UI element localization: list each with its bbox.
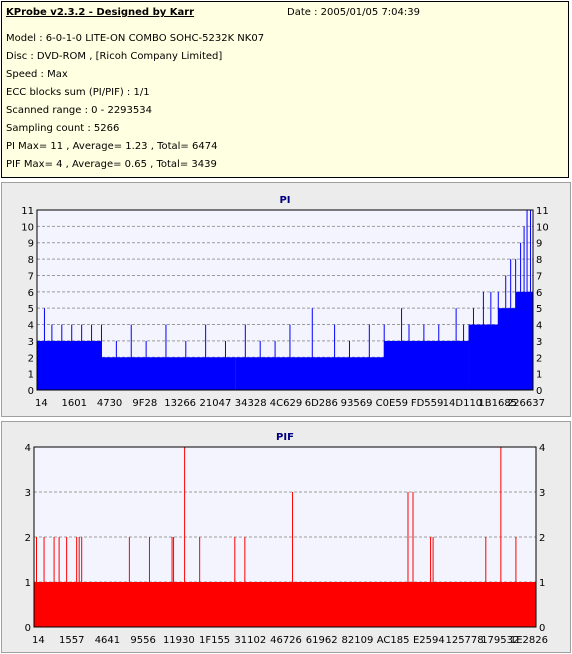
pi-ytick-left-3: 3 bbox=[28, 337, 34, 348]
pi-xtick-11: FD559 bbox=[411, 398, 444, 409]
pi-baseline-bar-0 bbox=[37, 340, 102, 390]
pif-xtick-10: AC185 bbox=[377, 635, 410, 646]
pif-chart-panel: PIF 0 0 1 1 2 2 3 3 4 4 14 1557 4641 9556 11930 1F155 311… bbox=[1, 421, 571, 653]
pif-xtick-7: 46726 bbox=[270, 635, 302, 646]
pif-baseline-bar-0 bbox=[34, 582, 536, 627]
pi-ytick-right-9: 9 bbox=[536, 239, 542, 250]
pif-ytick-left-3: 3 bbox=[25, 488, 31, 499]
scan-date: Date : 2005/01/05 7:04:39 bbox=[287, 7, 420, 18]
pi-ytick-left-2: 2 bbox=[28, 353, 34, 364]
pi-ytick-right-0: 0 bbox=[536, 386, 542, 397]
pi-ytick-left-10: 10 bbox=[21, 222, 34, 233]
pi-ytick-left-4: 4 bbox=[28, 321, 34, 332]
pi-ytick-left-0: 0 bbox=[28, 386, 34, 397]
pi-ytick-right-8: 8 bbox=[536, 255, 542, 266]
pi-xtick-14: 226637 bbox=[507, 398, 545, 409]
pif-ytick-left-4: 4 bbox=[25, 443, 31, 454]
pif-chart-title: PIF bbox=[276, 432, 294, 443]
pi-ytick-right-1: 1 bbox=[536, 370, 542, 381]
pif-xtick-4: 11930 bbox=[163, 635, 195, 646]
pi-ytick-right-10: 10 bbox=[536, 222, 549, 233]
info-disc: Disc : DVD-ROM , [Ricoh Company Limited] bbox=[6, 51, 223, 62]
pi-chart-panel: PI 0 0 1 1 2 2 3 3 4 4 5 5 6 6 7 7 8 8 9 9 10 10 11 11 14 1601 4730… bbox=[1, 182, 571, 417]
pi-xtick-7: 4C629 bbox=[270, 398, 302, 409]
info-ecc-blocks: ECC blocks sum (PI/PIF) : 1/1 bbox=[6, 87, 150, 98]
pif-xtick-0: 14 bbox=[32, 635, 45, 646]
pi-xtick-3: 9F28 bbox=[132, 398, 157, 409]
pi-xtick-4: 13266 bbox=[164, 398, 196, 409]
pi-ytick-right-7: 7 bbox=[536, 271, 542, 282]
pi-ytick-right-2: 2 bbox=[536, 353, 542, 364]
pi-xtick-5: 21047 bbox=[200, 398, 232, 409]
pif-ytick-left-1: 1 bbox=[25, 578, 31, 589]
pif-plot-border bbox=[33, 446, 537, 628]
pi-baseline-bar-3 bbox=[384, 340, 469, 390]
info-sampling-count: Sampling count : 5266 bbox=[6, 123, 120, 134]
pif-ytick-left-2: 2 bbox=[25, 533, 31, 544]
pi-xtick-13: 1B1685 bbox=[478, 398, 517, 409]
pi-xtick-6: 34328 bbox=[235, 398, 267, 409]
pif-ytick-right-4: 4 bbox=[539, 443, 545, 454]
pif-xtick-9: 82109 bbox=[342, 635, 374, 646]
pif-xtick-2: 4641 bbox=[95, 635, 120, 646]
info-pif-summary: PIF Max= 4 , Average= 0.65 , Total= 3439 bbox=[6, 159, 217, 170]
pi-ytick-right-5: 5 bbox=[536, 304, 542, 315]
pif-xtick-6: 31102 bbox=[234, 635, 266, 646]
info-panel: KProbe v2.3.2 - Designed by Karr Date : … bbox=[1, 1, 569, 178]
pif-xtick-5: 1F155 bbox=[199, 635, 230, 646]
pi-ytick-right-3: 3 bbox=[536, 337, 542, 348]
pi-ytick-left-11: 11 bbox=[21, 206, 34, 217]
info-speed: Speed : Max bbox=[6, 69, 68, 80]
info-pi-summary: PI Max= 11 , Average= 1.23 , Total= 6474 bbox=[6, 141, 218, 152]
pi-baseline-bar-5 bbox=[498, 308, 516, 390]
info-scanned-range: Scanned range : 0 - 2293534 bbox=[6, 105, 152, 116]
pi-xtick-0: 14 bbox=[35, 398, 48, 409]
pif-xtick-11: E2594 bbox=[413, 635, 445, 646]
pi-xtick-8: 6D286 bbox=[305, 398, 338, 409]
pi-plot-border bbox=[36, 209, 534, 391]
pi-xtick-9: 93569 bbox=[341, 398, 373, 409]
pif-chart: PIF 0 0 1 1 2 2 3 3 4 4 14 1557 4641 9556 11930 1F155 311… bbox=[25, 432, 548, 646]
pif-xtick-8: 61962 bbox=[306, 635, 338, 646]
pif-xtick-12: 125778 bbox=[445, 635, 483, 646]
pi-ytick-left-6: 6 bbox=[28, 288, 34, 299]
pi-ytick-right-4: 4 bbox=[536, 321, 542, 332]
pi-baseline-bar-2 bbox=[235, 357, 385, 390]
pif-ytick-right-1: 1 bbox=[539, 578, 545, 589]
pif-ytick-right-2: 2 bbox=[539, 533, 545, 544]
pi-ytick-left-1: 1 bbox=[28, 370, 34, 381]
pif-xtick-13: 179532 bbox=[481, 635, 519, 646]
pi-xtick-1: 1601 bbox=[62, 398, 87, 409]
pi-ytick-right-11: 11 bbox=[536, 206, 549, 217]
pi-ytick-right-6: 6 bbox=[536, 288, 542, 299]
pif-ytick-right-0: 0 bbox=[539, 623, 545, 634]
pif-ytick-right-3: 3 bbox=[539, 488, 545, 499]
pi-ytick-left-7: 7 bbox=[28, 271, 34, 282]
pif-xtick-14: 1E2826 bbox=[510, 635, 548, 646]
info-model: Model : 6-0-1-0 LITE-ON COMBO SOHC-5232K… bbox=[6, 33, 265, 44]
pif-xtick-3: 9556 bbox=[130, 635, 155, 646]
pif-ytick-left-0: 0 bbox=[25, 623, 31, 634]
app-title: KProbe v2.3.2 - Designed by Karr bbox=[6, 7, 195, 18]
pi-xtick-12: 14D110 bbox=[443, 398, 483, 409]
pi-ytick-left-5: 5 bbox=[28, 304, 34, 315]
pi-ytick-left-9: 9 bbox=[28, 239, 34, 250]
pi-chart-title: PI bbox=[279, 195, 290, 206]
pif-xtick-1: 1557 bbox=[59, 635, 84, 646]
pi-baseline-bar-1 bbox=[101, 357, 236, 390]
pi-ytick-left-8: 8 bbox=[28, 255, 34, 266]
pi-xtick-2: 4730 bbox=[97, 398, 122, 409]
pi-xtick-10: C0E59 bbox=[376, 398, 408, 409]
